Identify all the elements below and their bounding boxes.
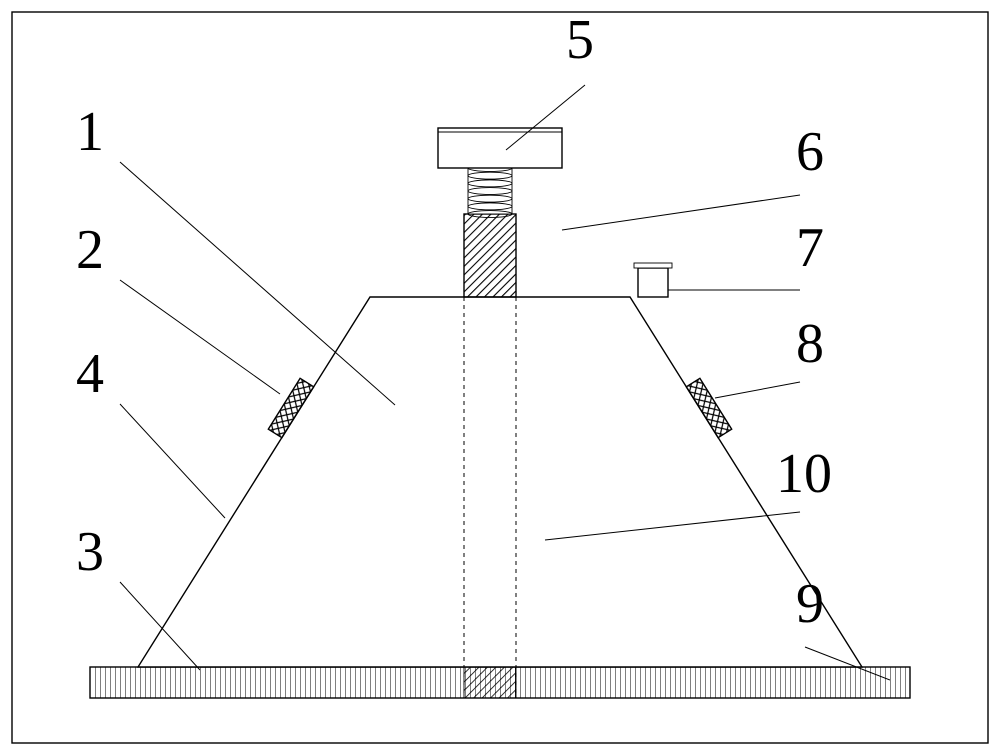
label-2: 2 <box>76 219 104 281</box>
label-10: 10 <box>776 443 832 505</box>
knob-body <box>638 268 668 297</box>
cone-body <box>138 297 862 667</box>
label-6: 6 <box>796 121 824 183</box>
leader-6 <box>562 195 800 230</box>
label-1: 1 <box>76 101 104 163</box>
knob-lip <box>634 263 672 268</box>
label-3: 3 <box>76 521 104 583</box>
base-center-plug <box>464 667 516 698</box>
label-7: 7 <box>796 217 824 279</box>
cap-block <box>438 128 562 168</box>
leader-2 <box>120 280 280 394</box>
label-4: 4 <box>76 343 104 405</box>
leader-8 <box>715 382 800 398</box>
label-8: 8 <box>796 313 824 375</box>
label-9: 9 <box>796 573 824 635</box>
spring <box>468 165 512 218</box>
stem-block <box>464 214 516 297</box>
leader-3 <box>120 404 225 518</box>
leader-1 <box>120 162 395 405</box>
label-5: 5 <box>566 9 594 71</box>
